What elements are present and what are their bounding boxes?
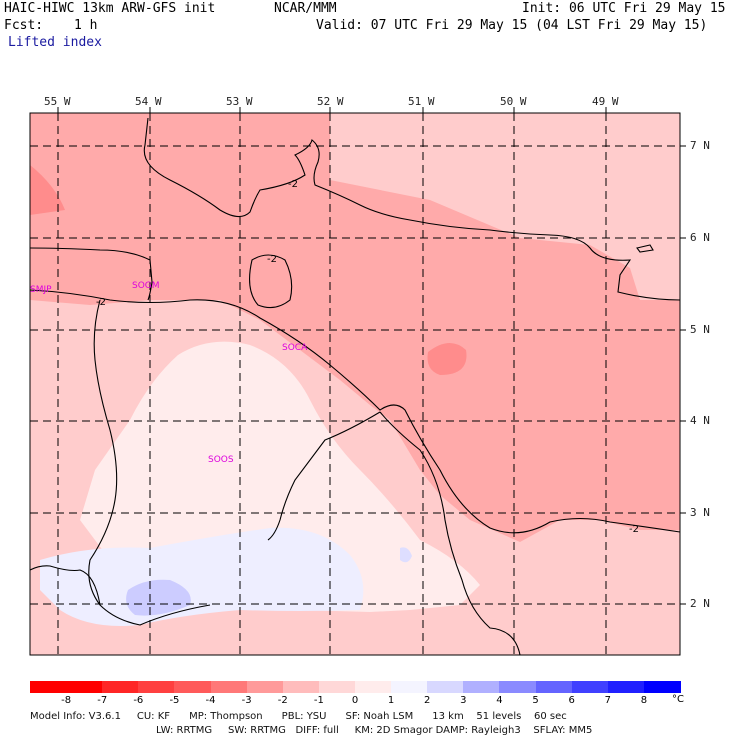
shade-plus05 bbox=[40, 527, 364, 626]
river-border-1 bbox=[30, 247, 153, 301]
station-sogm: SOGM bbox=[132, 281, 160, 291]
forecast-label: Fcst: bbox=[4, 18, 44, 33]
station-soca: SOCA bbox=[282, 343, 308, 353]
org-label: NCAR/MMM bbox=[274, 1, 337, 16]
lon-label: 52 W bbox=[317, 95, 344, 108]
colorbar-swatch bbox=[174, 681, 213, 693]
colorbar-swatch bbox=[246, 681, 285, 693]
lat-label: 3 N bbox=[690, 506, 710, 519]
colorbar-swatch bbox=[66, 681, 105, 693]
colorbar-swatch bbox=[535, 681, 574, 693]
colorbar-swatch bbox=[210, 681, 249, 693]
contour-label: -2 bbox=[267, 254, 277, 265]
lat-label: 7 N bbox=[690, 139, 710, 152]
colorbar-swatch bbox=[571, 681, 610, 693]
lake-ring bbox=[249, 254, 293, 309]
colorbar-tick-label: -7 bbox=[97, 695, 108, 706]
colorbar-swatch bbox=[499, 681, 538, 693]
lon-label: 55 W bbox=[44, 95, 71, 108]
lon-label: 54 W bbox=[135, 95, 162, 108]
lon-label: 51 W bbox=[408, 95, 435, 108]
colorbar-swatch bbox=[427, 681, 466, 693]
colorbar-tick-label: -4 bbox=[205, 695, 216, 706]
model-info-line1: Model Info: V3.6.1 CU: KF MP: Thompson P… bbox=[30, 711, 567, 722]
colorbar-swatch bbox=[643, 681, 682, 693]
colorbar-swatch bbox=[463, 681, 502, 693]
colorbar-tick-label: 7 bbox=[604, 695, 611, 706]
shade-minus2 bbox=[30, 113, 680, 542]
coastline bbox=[143, 117, 680, 301]
contour-label: -2 bbox=[629, 524, 639, 535]
colorbar-swatch bbox=[391, 681, 430, 693]
shade-minus3-mid bbox=[427, 342, 467, 375]
lon-label: 49 W bbox=[592, 95, 619, 108]
shade-minus3-nw bbox=[30, 165, 65, 215]
forecast-hour: 1 h bbox=[74, 18, 98, 33]
island bbox=[636, 244, 654, 253]
init-time: Init: 06 UTC Fri 29 May 15 bbox=[522, 1, 726, 16]
colorbar-swatch bbox=[318, 681, 357, 693]
lat-label: 4 N bbox=[690, 414, 710, 427]
colorbar-tick-label: -2 bbox=[277, 695, 288, 706]
colorbar-swatch bbox=[355, 681, 393, 693]
field-name: Lifted index bbox=[8, 35, 102, 50]
colorbar-tick-label: 8 bbox=[640, 695, 648, 706]
axis-ticks bbox=[57, 107, 686, 605]
colorbar-tick-label: 5 bbox=[532, 695, 539, 706]
colorbar-swatch bbox=[607, 681, 646, 693]
colorbar-tick-label: -3 bbox=[241, 695, 252, 706]
border-guyana-suriname bbox=[88, 299, 211, 626]
colorbar-swatch bbox=[102, 681, 141, 693]
model-info-line2: LW: RRTMG SW: RRTMG DIFF: full KM: 2D Sm… bbox=[156, 725, 593, 736]
model-title: HAIC-HIWC 13km ARW-GFS init bbox=[4, 1, 216, 16]
contour-label: -2 bbox=[96, 297, 106, 308]
lon-label: 50 W bbox=[500, 95, 527, 108]
lat-lon-grid bbox=[30, 113, 680, 655]
border-inner bbox=[267, 411, 381, 541]
colorbar-tick-label: 1 bbox=[387, 695, 395, 706]
colorbar-swatch bbox=[30, 681, 68, 693]
border-south bbox=[30, 565, 101, 606]
colorbar-tick-label: -1 bbox=[313, 695, 324, 706]
contour-label: -2 bbox=[288, 179, 298, 190]
lon-label: 53 W bbox=[226, 95, 253, 108]
colorbar-tick-label: 6 bbox=[568, 695, 575, 706]
map-frame bbox=[29, 112, 681, 656]
colorbar-tick-label: -5 bbox=[169, 695, 180, 706]
border-suriname-fg bbox=[379, 411, 521, 655]
shade-plus15-small bbox=[400, 547, 412, 563]
colorbar-tick-label: 0 bbox=[351, 695, 359, 706]
lat-label: 2 N bbox=[690, 597, 710, 610]
colorbar-swatch bbox=[138, 681, 177, 693]
coastline-south bbox=[30, 289, 680, 534]
shade-plus15 bbox=[126, 579, 191, 616]
colorbar-swatch bbox=[282, 681, 321, 693]
lat-label: 6 N bbox=[690, 231, 710, 244]
colorbar-unit: °C bbox=[672, 694, 684, 705]
colorbar-tick-label: 2 bbox=[424, 695, 431, 706]
lat-label: 5 N bbox=[690, 323, 710, 336]
colorbar-tick-label: 3 bbox=[460, 695, 467, 706]
colorbar-tick-label: -8 bbox=[61, 695, 72, 706]
station-soos: SOOS bbox=[208, 455, 234, 465]
colorbar-tick-label: 4 bbox=[496, 695, 503, 706]
station-smjp: SMJP bbox=[30, 285, 52, 295]
colorbar-tick-label: -6 bbox=[133, 695, 144, 706]
valid-time: Valid: 07 UTC Fri 29 May 15 (04 LST Fri … bbox=[316, 18, 708, 33]
